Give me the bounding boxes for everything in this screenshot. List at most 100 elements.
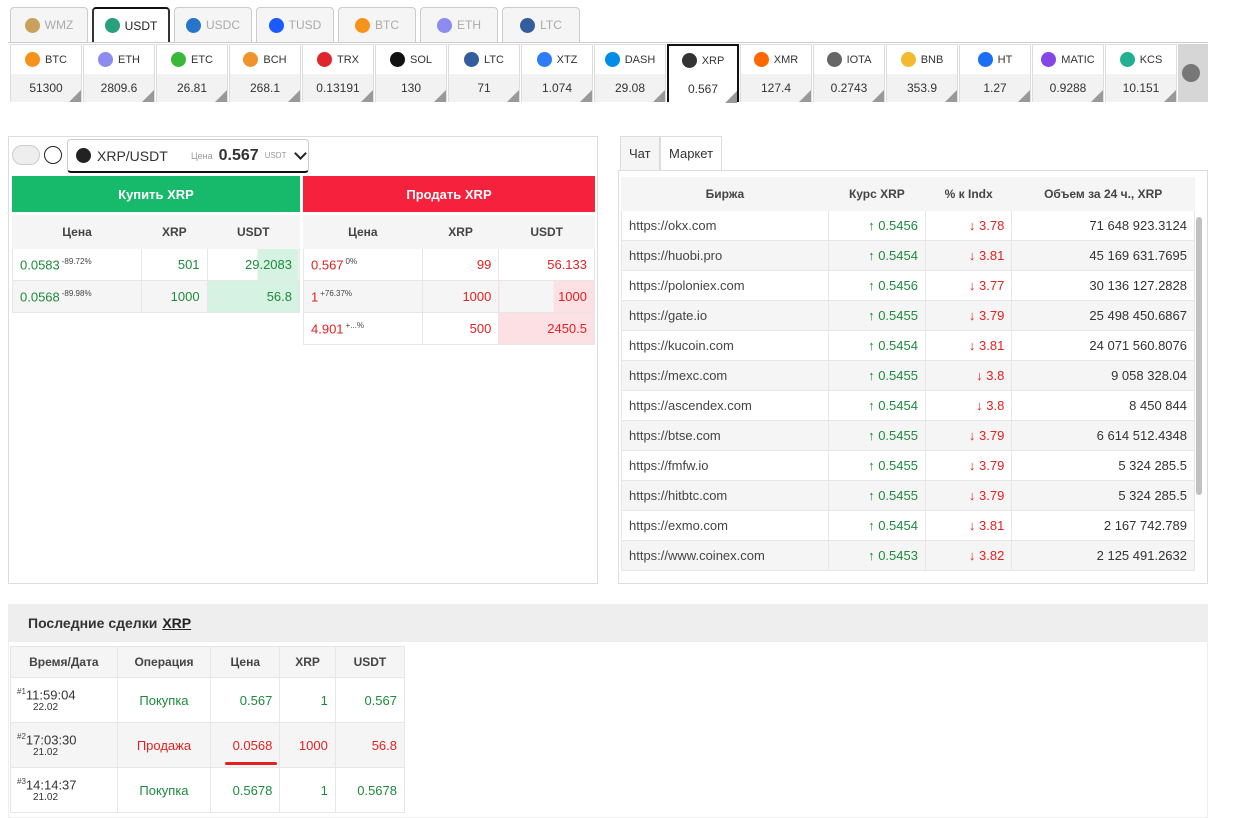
coin-name-row: HT — [960, 45, 1030, 74]
side-tab[interactable]: Маркет — [660, 136, 723, 170]
market-row[interactable]: https://poloniex.com ↑ 0.5456 ↓ 3.77 30 136… — [621, 270, 1195, 301]
coin-card[interactable]: TRX 0.13191 — [302, 44, 374, 102]
coin-card[interactable]: BNB 353.9 — [886, 44, 958, 102]
currency-tab[interactable]: TUSD — [256, 7, 334, 42]
header-row: Цена XRP USDT — [303, 215, 595, 249]
change: 0% — [345, 256, 358, 266]
divider — [8, 42, 1208, 43]
trade-row[interactable]: #111:59:04 22.02 Покупка 0.567 1 0.567 — [10, 677, 406, 723]
coin-price: 51300 — [11, 74, 81, 102]
total-cell: 2450.5 — [498, 312, 595, 345]
exchange: https://huobi.pro — [621, 240, 829, 271]
coin-name: XRP — [701, 54, 725, 67]
order-row[interactable]: 0.0583 -89.72% 501 29.2083 — [11, 248, 301, 281]
coin-card[interactable]: BTC 51300 — [10, 44, 82, 102]
index-pct: ↓ 3.77 — [924, 270, 1013, 301]
amount-cell: 500 — [421, 312, 500, 345]
sell-button[interactable]: Продать XRP — [303, 176, 595, 212]
rate: ↑ 0.5454 — [827, 510, 926, 541]
time-cell: #314:14:37 21.02 — [10, 767, 118, 813]
currency-tab[interactable]: ETH — [420, 7, 498, 42]
coin-card[interactable]: SOL 130 — [375, 44, 447, 102]
pair-selector[interactable]: XRP/USDT Цена 0.567 USDT — [67, 139, 309, 173]
market-row[interactable]: https://www.coinex.com ↑ 0.5453 ↓ 3.82 2 12… — [621, 540, 1195, 571]
currency-tab[interactable]: WMZ — [10, 7, 88, 42]
buy-button[interactable]: Купить XRP — [12, 176, 300, 212]
market-row[interactable]: https://btse.com ↑ 0.5455 ↓ 3.79 6 614 512.… — [621, 420, 1195, 451]
order-row[interactable]: 0.0568 -89.98% 1000 56.8 — [11, 280, 301, 313]
market-row[interactable]: https://exmo.com ↑ 0.5454 ↓ 3.81 2 167 742.… — [621, 510, 1195, 541]
header-row: Биржа Курс XRP% к Indx Объем за 24 ч., XRP — [621, 177, 1195, 211]
coin-price: 0.567 — [669, 75, 737, 103]
coin-card[interactable]: XMR 127.4 — [740, 44, 812, 102]
coin-card[interactable]: IOTA 0.2743 — [813, 44, 885, 102]
rate: ↑ 0.5455 — [827, 360, 926, 391]
exchange: https://fmfw.io — [621, 450, 829, 481]
market-row[interactable]: https://fmfw.io ↑ 0.5455 ↓ 3.79 5 324 285.5 — [621, 450, 1195, 481]
trade-time: 11:59:04 — [25, 687, 76, 703]
coin-icon — [1119, 52, 1135, 67]
market-row[interactable]: https://kucoin.com ↑ 0.5454 ↓ 3.81 24 071 5… — [621, 330, 1195, 361]
coin-icon — [900, 52, 916, 67]
market-row[interactable]: https://hitbtc.com ↑ 0.5455 ↓ 3.79 5 324 28… — [621, 480, 1195, 511]
trades-table: Время/Дата Операция Цена XRP USDT #111:59:04 2… — [10, 646, 406, 813]
coin-card[interactable]: DASH 29.08 — [594, 44, 666, 102]
tab-label: ETH — [457, 18, 481, 32]
coin-name: ETH — [118, 53, 140, 66]
market-row[interactable]: https://mexc.com ↑ 0.5455 ↓ 3.8 9 058 328.0… — [621, 360, 1195, 391]
trades-link[interactable]: XRP — [162, 615, 192, 631]
currency-tab[interactable]: USDC — [174, 7, 252, 42]
coin-icon — [25, 52, 40, 67]
coin-card[interactable]: BCH 268.1 — [229, 44, 301, 102]
order-row[interactable]: 4.901 +...% 500 2450.5 — [303, 312, 595, 345]
header-row: Время/Дата Операция Цена XRP USDT — [10, 646, 406, 678]
coin-name: TRX — [337, 53, 359, 66]
coin-price: 127.4 — [741, 74, 811, 102]
coin-card[interactable]: LTC 71 — [448, 44, 520, 102]
order-row[interactable]: 0.567 0% 99 56.133 — [303, 248, 595, 281]
market-row[interactable]: https://okx.com ↑ 0.5456 ↓ 3.78 71 648 923.… — [621, 210, 1195, 241]
side-tab[interactable]: Чат — [620, 136, 660, 170]
market-row[interactable]: https://gate.io ↑ 0.5455 ↓ 3.79 25 498 450.… — [621, 300, 1195, 331]
rate: ↑ 0.5456 — [827, 210, 926, 241]
operation: Продажа — [116, 722, 212, 768]
tab-label: TUSD — [288, 18, 322, 32]
coin-card[interactable]: KCS 10.151 — [1105, 44, 1177, 102]
trade-panel: XRP/USDT Цена 0.567 USDT Купить XRP Цена XRP US… — [8, 136, 598, 584]
trade-row[interactable]: #314:14:37 21.02 Покупка 0.5678 1 0.5678 — [10, 767, 406, 813]
currency-tab[interactable]: BTC — [338, 7, 416, 42]
index-pct: ↓ 3.82 — [924, 540, 1013, 571]
scroll-arrow[interactable] — [1182, 64, 1200, 82]
price: 1 — [311, 289, 319, 305]
coin-card[interactable]: XRP 0.567 — [667, 44, 739, 103]
time-cell: #111:59:04 22.02 — [10, 677, 118, 723]
toggle[interactable] — [12, 145, 40, 165]
trade-row[interactable]: #217:03:30 21.02 Продажа 0.0568 1000 56.8 — [10, 722, 406, 768]
coin-card[interactable]: HT 1.27 — [959, 44, 1031, 102]
coin-name: IOTA — [846, 53, 872, 66]
trade-time: 17:03:30 — [25, 732, 77, 748]
coin-card[interactable]: ETH 2809.6 — [83, 44, 155, 102]
trade-amount: 1 — [279, 677, 336, 723]
coin-card[interactable]: MATIC 0.9288 — [1032, 44, 1104, 102]
order-row[interactable]: 1 +76.37% 1000 1000 — [303, 280, 595, 313]
exchange: https://exmo.com — [621, 510, 829, 541]
trade-date: 22.02 — [33, 702, 59, 714]
market-row[interactable]: https://huobi.pro ↑ 0.5454 ↓ 3.81 45 169 63… — [621, 240, 1195, 271]
price: 0.567 — [311, 257, 344, 273]
rate: ↑ 0.5455 — [827, 450, 926, 481]
operation: Покупка — [116, 767, 212, 813]
coin-icon — [977, 52, 993, 67]
header-cell: USDT — [334, 646, 406, 678]
header-cell: Цена — [303, 215, 423, 249]
coin-name-row: IOTA — [814, 45, 884, 74]
currency-tab[interactable]: LTC — [502, 7, 580, 42]
info-icon[interactable] — [44, 146, 62, 164]
rate: ↑ 0.5455 — [827, 300, 926, 331]
market-row[interactable]: https://ascendex.com ↑ 0.5454 ↓ 3.8 8 450 8… — [621, 390, 1195, 421]
currency-tab[interactable]: USDT — [92, 7, 170, 42]
total-cell: 29.2083 — [206, 248, 301, 281]
rate: ↑ 0.5455 — [827, 480, 926, 511]
coin-card[interactable]: ETC 26.81 — [156, 44, 228, 102]
coin-card[interactable]: XTZ 1.074 — [521, 44, 593, 102]
